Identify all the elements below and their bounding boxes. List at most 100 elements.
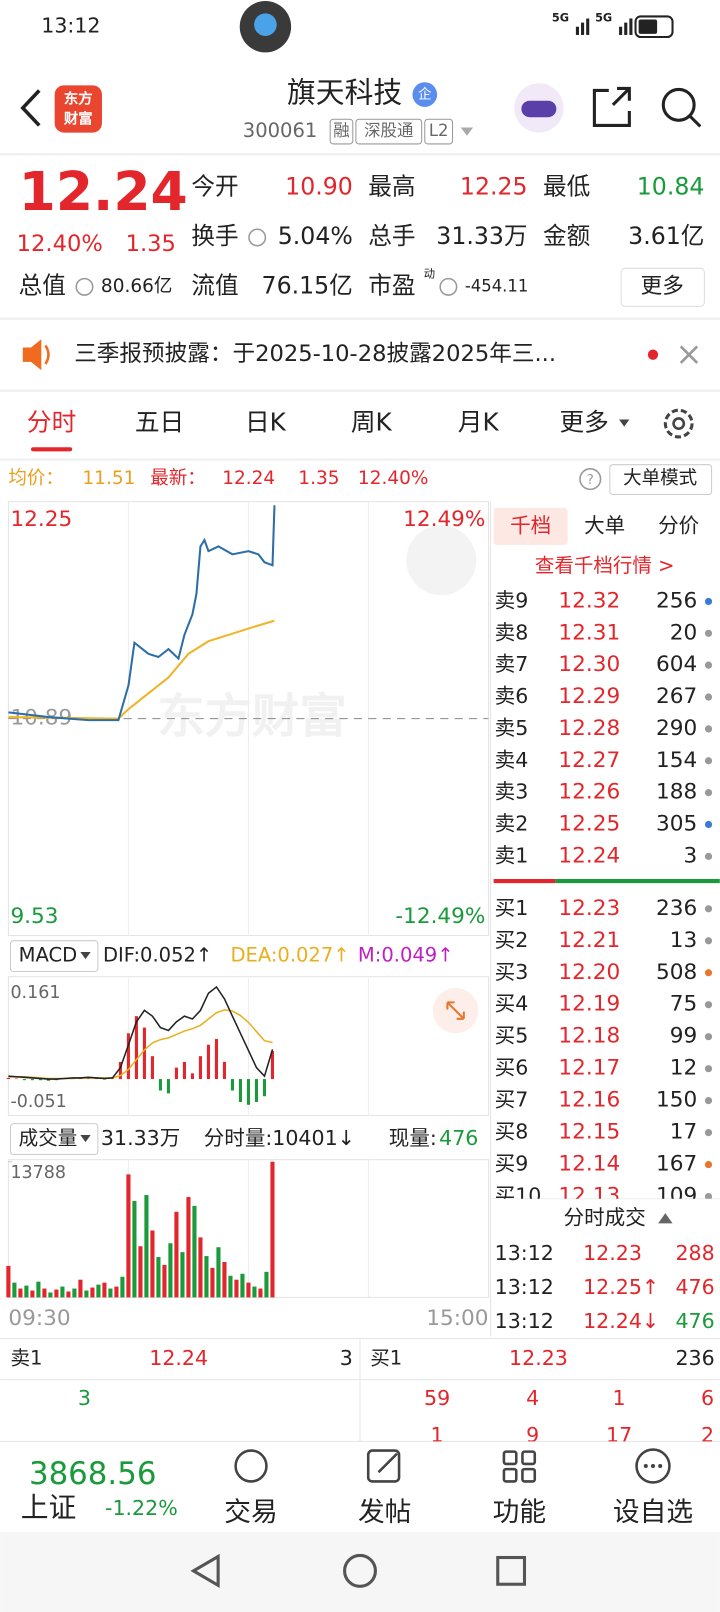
book-dot [704,1097,713,1105]
field-label: 最高 [368,173,415,201]
book-level: 卖8 [495,620,529,644]
trade-price: 12.25↑ [583,1275,659,1299]
nav-item[interactable]: 功能 [493,1497,546,1528]
volume-label: 成交量 [19,1127,78,1150]
volume-bar [246,1282,251,1298]
tab[interactable]: 周K [351,408,393,437]
help-icon[interactable] [579,468,602,491]
field-label: 今开 [191,173,238,201]
book-level: 卖2 [495,812,529,836]
book-tab[interactable]: 大单 [584,513,625,537]
field-value: 31.33万 [436,222,527,250]
volume-bar [162,1264,167,1298]
depth-order: 1 [613,1386,626,1410]
book-price: 12.21 [558,928,620,953]
volume-bar [192,1205,197,1298]
tab[interactable]: 日K [245,408,287,437]
book-price: 12.24 [558,843,620,868]
chart-help[interactable] [406,525,477,596]
more-button[interactable] [620,267,705,307]
search-button[interactable] [661,87,696,122]
tab[interactable]: 更多 [559,408,608,437]
notice-text[interactable]: 三季报预披露：于2025-10-28披露2025年三... [74,341,556,367]
more-label[interactable]: 更多 [641,274,684,299]
book-price: 12.15 [558,1120,620,1145]
network-label: 5G [552,12,569,25]
selector-arrow [80,951,91,960]
book-price: 12.25 [558,812,620,837]
book-price: 12.13 [558,1184,620,1209]
volume-bar [12,1282,17,1298]
book-dot [704,757,713,765]
book-tab[interactable]: 分价 [658,513,699,537]
change-percent: 12.40% [17,231,103,257]
volume-bar [114,1286,119,1298]
volume-bar [168,1243,173,1298]
book-dot [704,1033,713,1041]
field-label: 金额 [543,222,590,250]
latest-change-pct: 12.40% [358,468,429,489]
nav-item[interactable]: 交易 [224,1497,277,1528]
last-price: 12.24 [19,160,188,223]
mode-label[interactable]: 大单模式 [623,468,697,489]
book-volume: 236 [656,896,697,921]
depth-label: 买1 [370,1347,402,1370]
mode-button[interactable] [609,464,713,496]
code-dropdown[interactable] [460,127,474,136]
trade-volume: 476 [675,1275,714,1299]
book-volume: 3 [683,843,697,868]
now-volume-label: 现量: [389,1126,437,1150]
book-dot [704,693,713,701]
minute-volume: 分时量:10401↓ [204,1126,355,1150]
field-label: 流值 [191,271,238,299]
volume-bar [96,1284,101,1298]
book-level: 买3 [495,960,529,984]
depth-order: 3 [78,1386,91,1410]
trade-price: 12.23 [583,1241,642,1265]
depth-label: 卖1 [10,1347,42,1370]
book-tab[interactable]: 千档 [510,513,551,537]
volume-selector[interactable] [9,1123,99,1156]
active-book-tab [493,507,568,545]
nav-item[interactable]: 发帖 [358,1497,411,1528]
volume-bar [18,1288,23,1298]
book-price: 12.19 [558,992,620,1017]
settings-button[interactable] [663,408,694,439]
nav-item[interactable]: 设自选 [613,1497,693,1528]
book-price: 12.20 [558,960,620,985]
logo-text: 东方 [64,90,93,108]
assistant-avatar-face [521,100,557,118]
stock-name: 旗天科技 [287,76,402,110]
close-notice[interactable] [679,345,699,364]
tab[interactable]: 分时 [27,408,76,437]
book-level: 买1 [495,896,529,920]
system-recent[interactable] [496,1555,527,1586]
tab[interactable]: 五日 [135,408,184,437]
system-home[interactable] [343,1553,377,1588]
volume-bar [78,1279,83,1298]
macd-bar [174,1067,178,1080]
system-back[interactable] [190,1553,220,1588]
book-level: 卖5 [495,716,529,740]
expand-icon [446,1001,465,1020]
selector-arrow [80,1134,91,1143]
back-button[interactable] [20,89,41,127]
book-volume: 256 [656,588,697,613]
volume-bar [204,1256,209,1298]
dif-label: DIF:0.052↑ [103,944,212,967]
volume-total: 31.33万 [101,1126,180,1150]
tag-box [424,118,454,145]
book-volume: 20 [670,620,697,645]
macd-selector[interactable] [9,940,99,973]
share-button[interactable] [592,86,631,127]
macd-bar [38,1079,42,1081]
trade-time: 13:12 [495,1275,554,1299]
book-volume: 604 [656,652,697,677]
volume-bar [150,1230,155,1298]
volume-bar [252,1286,257,1298]
book-link[interactable]: 查看千档行情 > [535,554,675,577]
trades-toggle[interactable] [658,1213,673,1224]
tab[interactable]: 月K [458,408,500,437]
watchlist-icon [635,1448,671,1484]
